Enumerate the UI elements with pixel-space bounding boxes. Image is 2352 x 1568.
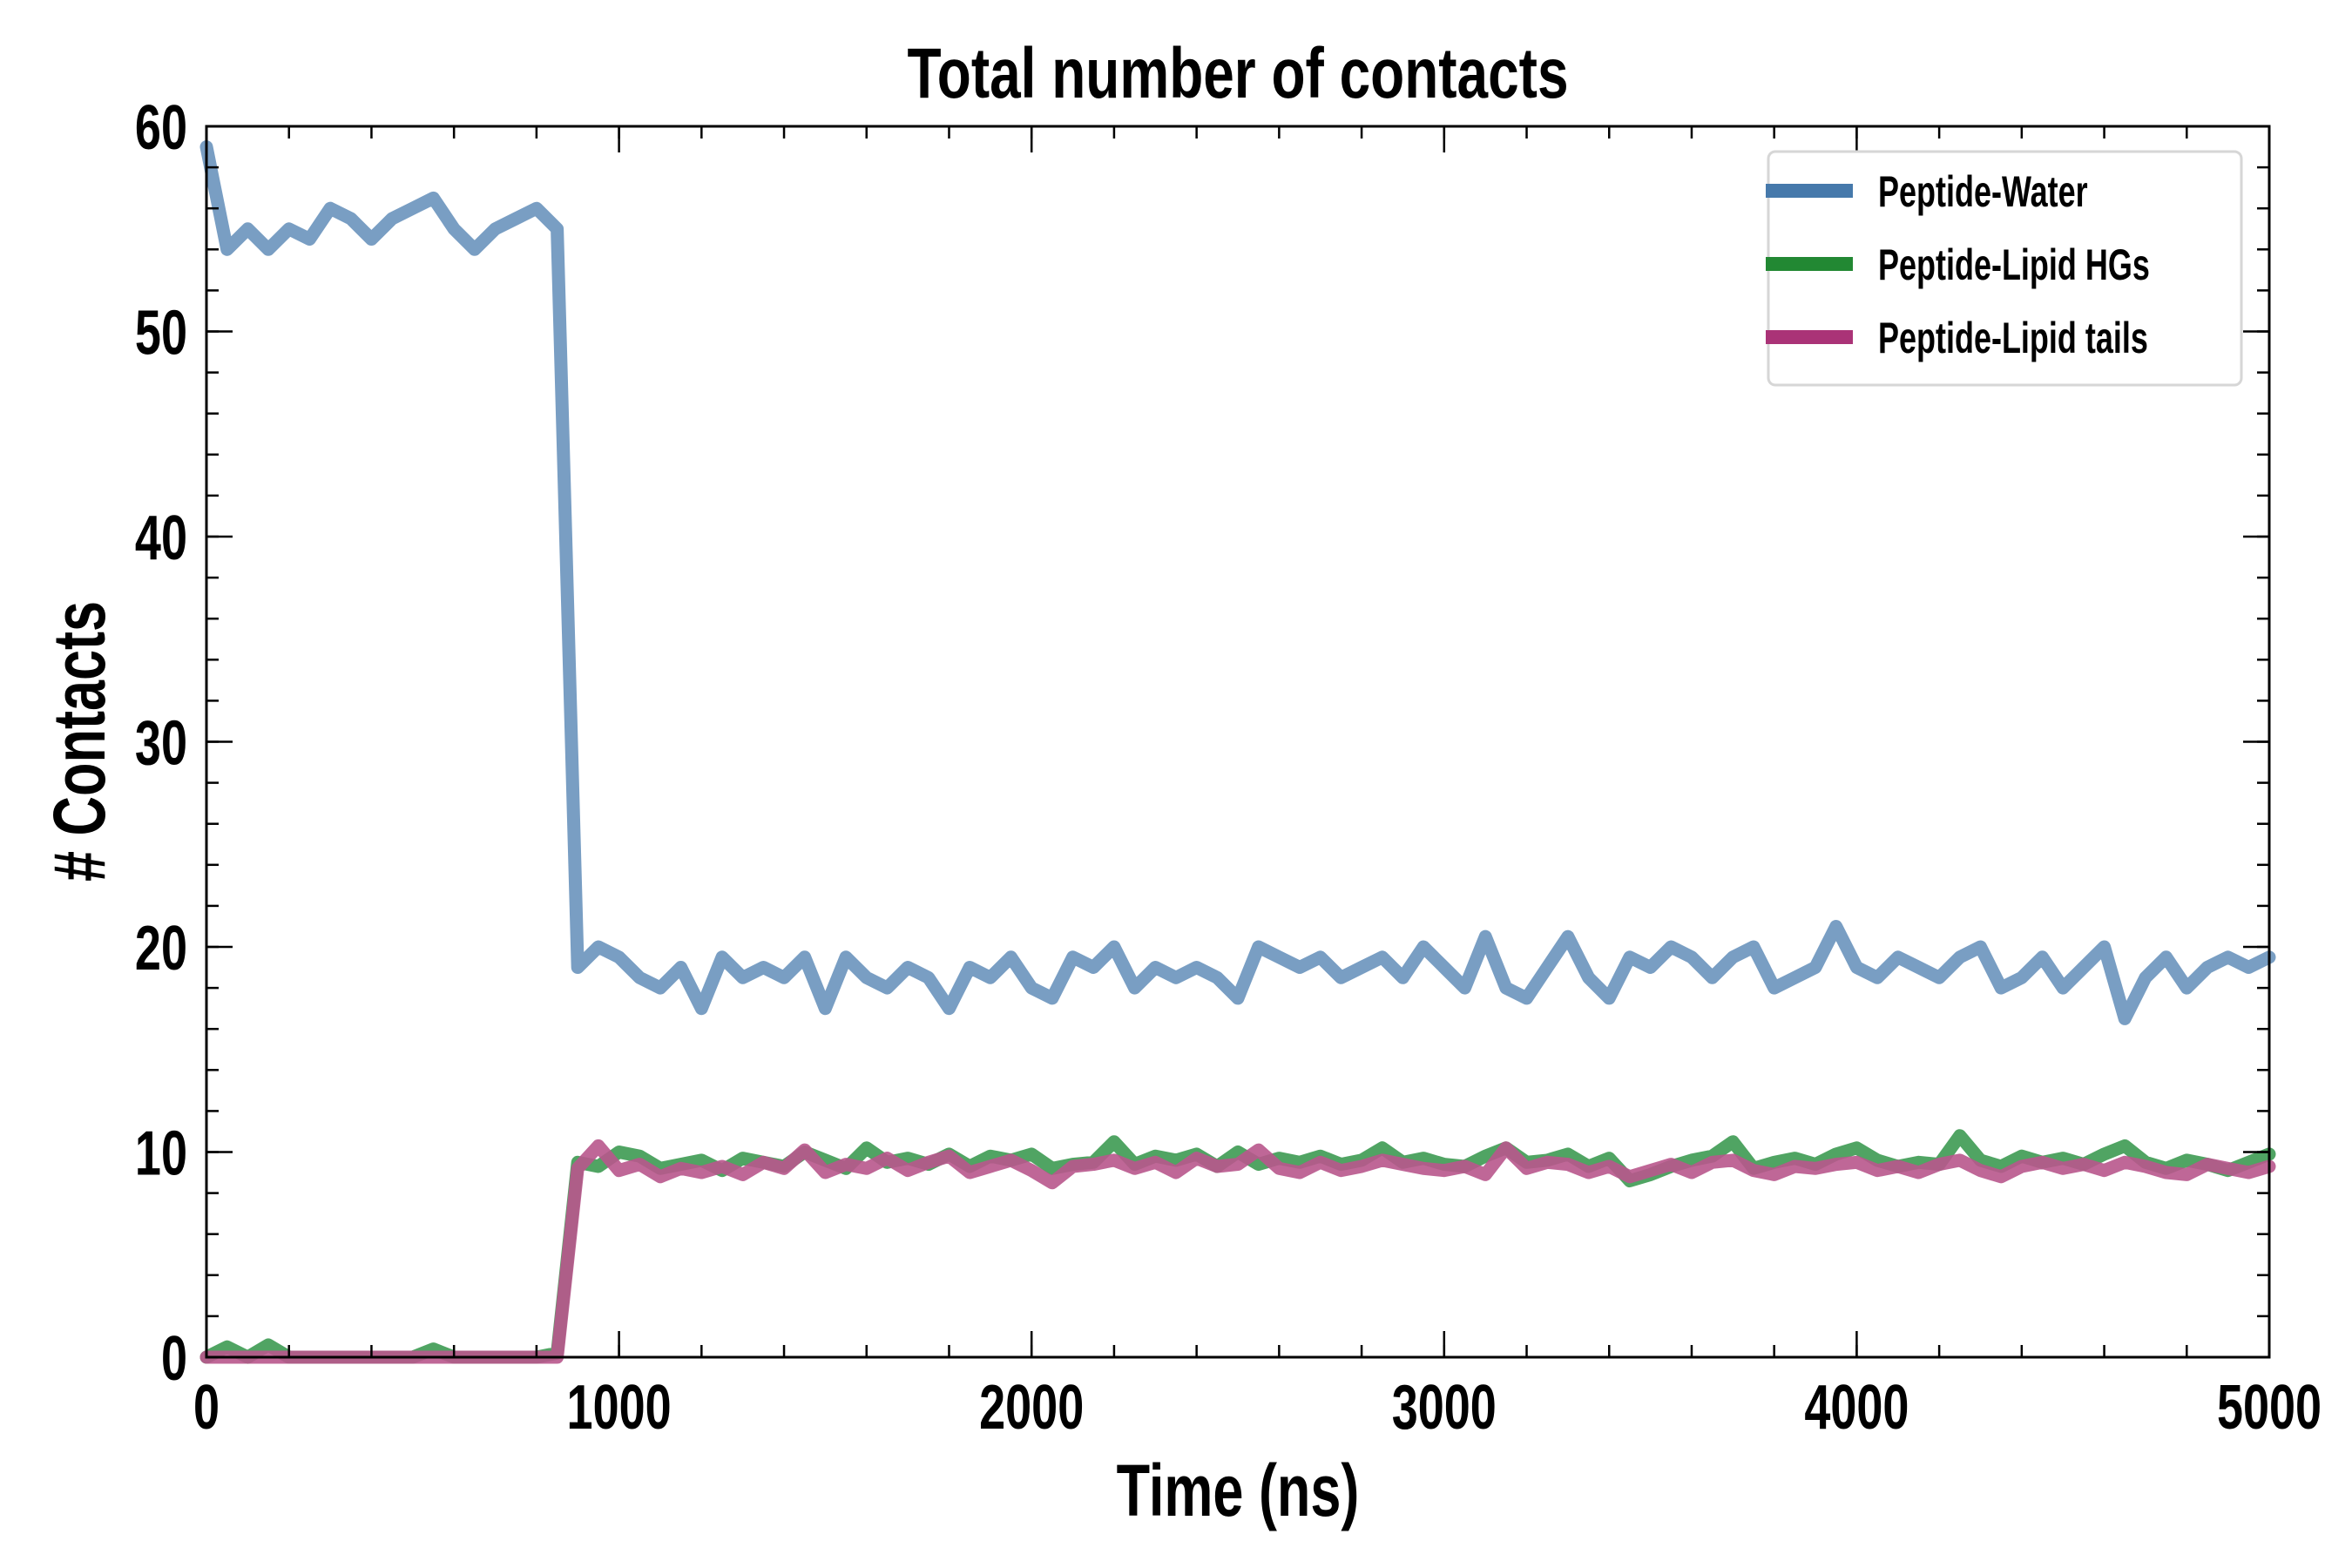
y-tick-label: 20 [135,914,187,983]
x-tick-label: 1000 [567,1373,672,1443]
legend-item: Peptide-Lipid HGs [1766,241,2150,289]
legend-swatch [1766,330,1853,344]
y-tick-label: 30 [135,708,187,778]
legend-label: Peptide-Water [1878,168,2088,216]
x-tick-label: 2000 [979,1373,1084,1443]
series-line-peptide-lipid-tails [199,1139,2276,1364]
legend-item: Peptide-Lipid tails [1766,314,2148,362]
legend: Peptide-Water Peptide-Lipid HGs Peptide-Li… [1766,150,2243,387]
legend-swatch [1766,184,1853,198]
tick-layer: 0 1000 2000 3000 4000 5000 0 10 20 30 40 50 60 [135,93,2322,1443]
legend-swatch [1766,257,1853,271]
legend-label: Peptide-Lipid tails [1878,314,2148,362]
y-axis-label: # Contacts [38,601,120,882]
x-tick-label: 0 [193,1373,220,1443]
y-tick-label: 40 [135,504,187,573]
y-tick-label: 10 [135,1119,187,1188]
legend-item: Peptide-Water [1766,168,2088,216]
y-tick-label: 0 [161,1324,187,1394]
x-tick-label: 4000 [1804,1373,1909,1443]
series-line-peptide-water [199,140,2276,1025]
legend-label: Peptide-Lipid HGs [1878,241,2150,289]
x-tick-label: 5000 [2217,1373,2322,1443]
x-tick-label: 3000 [1392,1373,1497,1443]
y-tick-label: 60 [135,93,187,163]
x-axis-label: Time (ns) [1117,1450,1360,1531]
chart-title: Total number of contacts [907,32,1568,113]
y-tick-label: 50 [135,298,187,368]
